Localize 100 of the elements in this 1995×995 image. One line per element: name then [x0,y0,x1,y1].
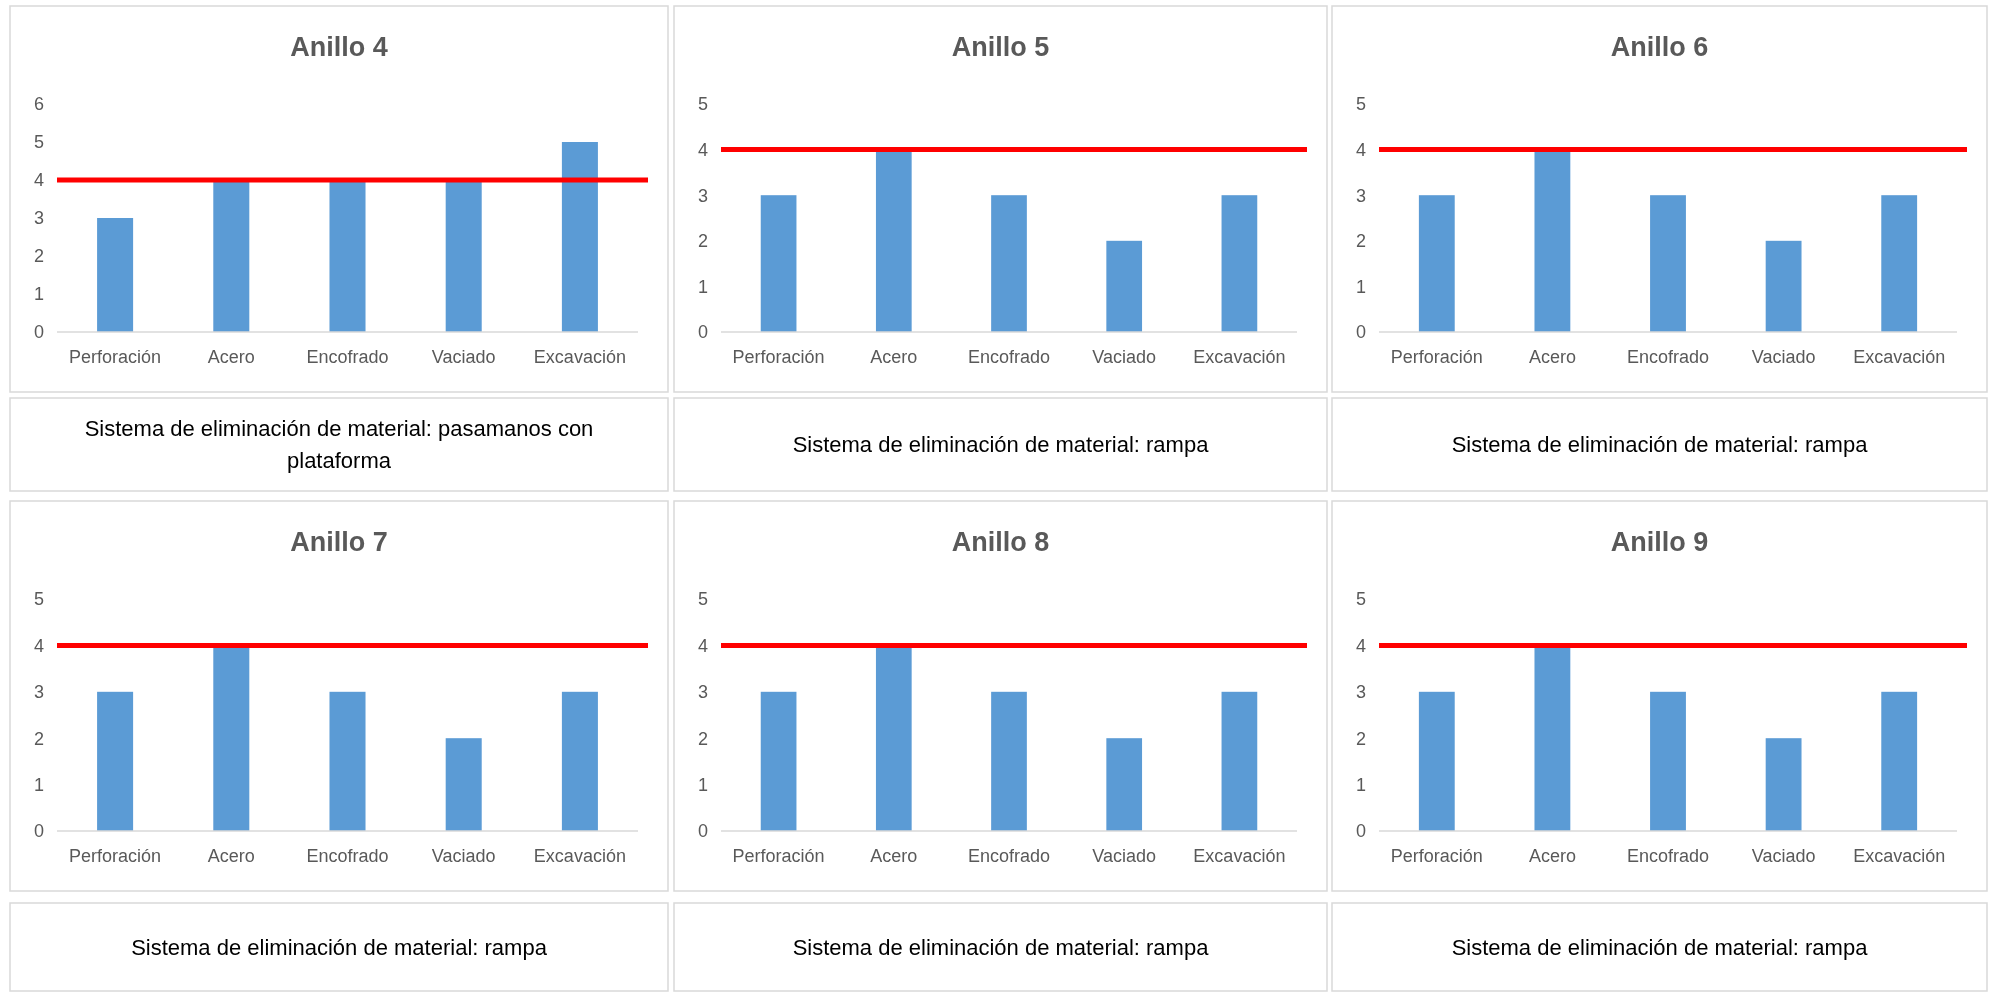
y-tick-label: 0 [697,821,709,842]
text: Sistema de eliminación de material: pasamanos con plataforma [84,416,594,474]
bar [561,691,598,831]
y-tick-label: 5 [33,132,45,153]
bar [1221,691,1258,831]
y-tick-label: 2 [697,728,709,749]
bar [213,180,250,332]
chart-title: Anillo 7 [290,527,388,557]
text: Sistema de eliminación de material: rampa [131,934,548,960]
bar [445,180,482,332]
bar [1650,195,1686,332]
x-tick-label: Vaciado [431,846,496,866]
y-tick-label: 2 [1355,728,1367,749]
x-tick-label: Acero [207,347,255,367]
y-tick-label: 5 [33,589,45,610]
chart-title: Anillo 9 [1610,527,1709,557]
bar [1881,195,1918,332]
y-tick-label: 3 [1355,682,1367,703]
y-tick-label: 6 [33,94,45,115]
chart-title: Anillo 4 [290,32,388,62]
x-tick-label: Vaciado [1092,846,1157,866]
text: Sistema de eliminación de material: rampa [1451,934,1869,960]
bar [1534,149,1571,332]
y-tick-label: 5 [1355,94,1367,115]
bar [213,645,250,831]
x-tick-label: Vaciado [1751,347,1816,367]
chart-title: Anillo 6 [1610,32,1709,62]
y-tick-label: 0 [33,322,45,343]
bar [991,691,1027,831]
x-tick-label: Excavación [533,347,626,367]
y-tick-label: 2 [697,231,709,252]
x-tick-label: Acero [1528,846,1576,866]
x-tick-label: Perforación [69,347,162,367]
bar [1221,195,1258,332]
text: Sistema de eliminación de material: rampa [1451,432,1869,458]
x-tick-label: Encofrado [1626,846,1710,866]
bar [875,149,912,332]
x-tick-label: Vaciado [431,347,496,367]
bar [97,691,134,831]
x-tick-label: Encofrado [1626,347,1710,367]
y-tick-label: 5 [697,589,709,610]
y-tick-label: 0 [1355,322,1367,343]
x-tick-label: Perforación [69,846,162,866]
x-tick-label: Excavación [1193,347,1286,367]
bar [1650,691,1686,831]
y-tick-label: 1 [697,774,709,795]
bar [97,218,134,332]
y-tick-label: 2 [1355,231,1367,252]
x-tick-label: Acero [1528,347,1576,367]
x-tick-label: Encofrado [306,846,389,866]
y-tick-label: 3 [33,682,45,703]
bar [561,142,598,332]
y-tick-label: 4 [697,139,709,160]
bar [1106,240,1143,332]
bar [1765,738,1802,831]
y-tick-label: 4 [33,635,45,656]
x-tick-label: Acero [207,846,255,866]
y-tick-label: 0 [697,322,709,343]
y-tick-label: 1 [1355,276,1367,297]
bar [875,645,912,831]
chart-title: Anillo 8 [951,527,1050,557]
x-tick-label: Encofrado [967,846,1051,866]
y-tick-label: 4 [33,170,45,191]
y-tick-label: 4 [1355,139,1367,160]
x-tick-label: Acero [870,846,918,866]
x-tick-label: Excavación [1853,846,1946,866]
bar [1418,691,1455,831]
x-tick-label: Perforación [732,846,825,866]
x-tick-label: Excavación [1193,846,1286,866]
bar [445,738,482,831]
y-tick-label: 1 [1355,774,1367,795]
y-tick-label: 0 [1355,821,1367,842]
x-tick-label: Vaciado [1751,846,1816,866]
y-tick-label: 1 [33,774,45,795]
text: Sistema de eliminación de material: rampa [792,934,1210,960]
x-tick-label: Perforación [1390,347,1483,367]
y-tick-label: 4 [697,635,709,656]
x-tick-label: Excavación [533,846,626,866]
y-tick-label: 1 [697,276,709,297]
bar [329,180,366,332]
y-tick-label: 3 [697,185,709,206]
bar [1106,738,1143,831]
bar [760,195,797,332]
x-tick-label: Encofrado [967,347,1051,367]
x-tick-label: Perforación [732,347,825,367]
y-tick-label: 0 [33,821,45,842]
bar [329,691,366,831]
chart-title: Anillo 5 [951,32,1050,62]
y-tick-label: 2 [33,246,45,267]
bar [1881,691,1918,831]
bar [760,691,797,831]
text: Sistema de eliminación de material: rampa [792,432,1210,458]
x-tick-label: Vaciado [1092,347,1157,367]
bar [1418,195,1455,332]
bar [991,195,1027,332]
y-tick-label: 3 [697,682,709,703]
y-tick-label: 2 [33,728,45,749]
y-tick-label: 3 [1355,185,1367,206]
x-tick-label: Excavación [1853,347,1946,367]
x-tick-label: Acero [870,347,918,367]
